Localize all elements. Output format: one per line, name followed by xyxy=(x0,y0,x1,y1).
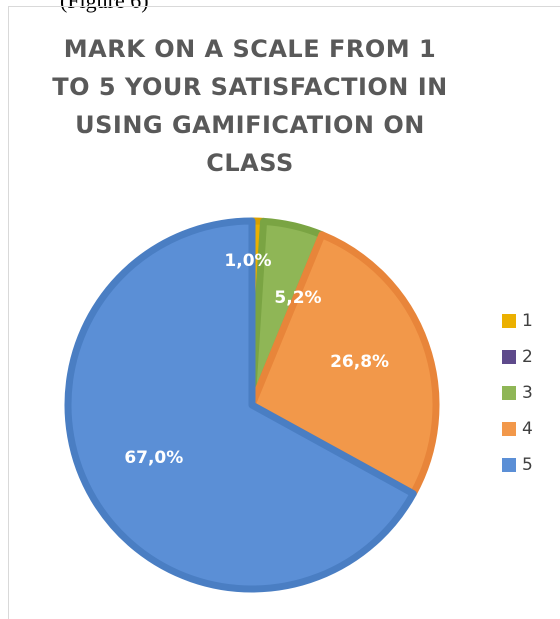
legend-swatch xyxy=(502,314,516,328)
data-label-5: 67,0% xyxy=(124,448,183,468)
chart-title-line-4: CLASS xyxy=(206,149,294,177)
legend-item: 1 xyxy=(502,303,533,339)
legend-item: 2 xyxy=(502,339,533,375)
chart-frame xyxy=(8,6,560,619)
pie-slice-5 xyxy=(64,217,417,593)
chart-title-line-1: MARK ON A SCALE FROM 1 xyxy=(63,35,437,63)
legend-item: 5 xyxy=(502,447,533,483)
legend-swatch xyxy=(502,386,516,400)
data-label-4: 26,8% xyxy=(330,352,389,372)
legend-label: 1 xyxy=(522,311,533,331)
chart-title-line-3: USING GAMIFICATION ON xyxy=(75,111,425,139)
data-label-1: 1,0% xyxy=(224,251,271,271)
legend-item: 3 xyxy=(502,375,533,411)
legend-label: 4 xyxy=(522,419,533,439)
legend-swatch xyxy=(502,422,516,436)
legend-swatch xyxy=(502,458,516,472)
legend-label: 3 xyxy=(522,383,533,403)
chart-legend: 1 2 3 4 5 xyxy=(502,303,533,483)
legend-swatch xyxy=(502,350,516,364)
legend-item: 4 xyxy=(502,411,533,447)
chart-title: MARK ON A SCALE FROM 1 TO 5 YOUR SATISFA… xyxy=(50,30,450,182)
legend-label: 5 xyxy=(522,455,533,475)
data-label-3: 5,2% xyxy=(274,288,321,308)
legend-label: 2 xyxy=(522,347,533,367)
chart-title-line-2: TO 5 YOUR SATISFACTION IN xyxy=(52,73,448,101)
